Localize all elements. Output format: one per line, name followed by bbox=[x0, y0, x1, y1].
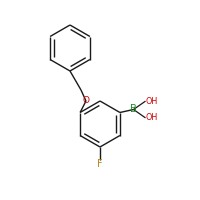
Text: OH: OH bbox=[146, 113, 158, 122]
Text: OH: OH bbox=[146, 97, 158, 106]
Text: B: B bbox=[130, 104, 137, 114]
Text: O: O bbox=[83, 96, 90, 105]
Text: F: F bbox=[97, 159, 103, 169]
